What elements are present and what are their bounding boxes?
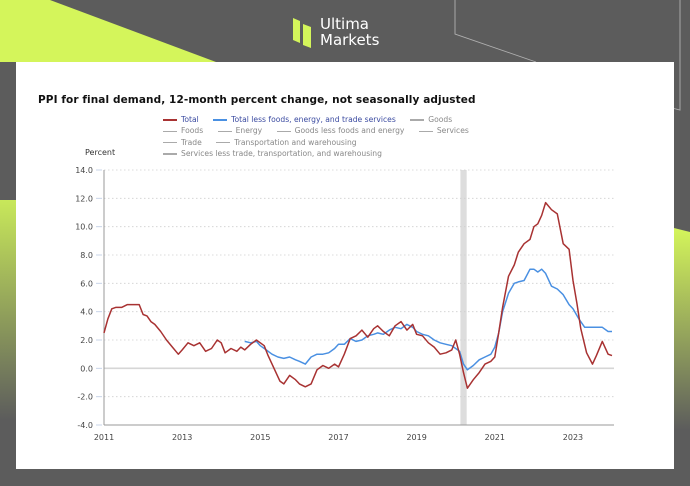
legend-item-services-less[interactable]: Services less trade, transportation, and…: [163, 148, 382, 159]
legend-swatch: [418, 130, 433, 133]
series-line-total: [103, 201, 613, 389]
brand-name-line1: Ultima: [320, 15, 369, 33]
y-tick-label: -2.0: [77, 393, 93, 402]
legend-item-goods[interactable]: Goods: [410, 114, 452, 125]
legend-swatch: [216, 141, 231, 144]
y-tick-label: 6.0: [80, 279, 93, 288]
legend-row: Foods Energy Goods less foods and energy…: [163, 125, 481, 136]
x-tick-label: 2017: [328, 433, 348, 442]
chart-card: [16, 62, 674, 469]
outline-frame-line-right: [671, 0, 681, 111]
x-tick-label: 2023: [563, 433, 583, 442]
recession-band: [460, 170, 467, 425]
legend-swatch: [163, 141, 177, 144]
legend-item-foods[interactable]: Foods: [163, 125, 203, 136]
accent-wedge-right: [674, 228, 690, 430]
brand-logo: Ultima Markets: [292, 14, 379, 50]
legend-item-total[interactable]: Total: [163, 114, 199, 125]
y-tick-label: 2.0: [80, 336, 93, 345]
legend-item-trade[interactable]: Trade: [163, 137, 202, 148]
legend-swatch: [163, 119, 177, 121]
legend-item-goods-less[interactable]: Goods less foods and energy: [276, 125, 404, 136]
y-tick-label: 0.0: [80, 364, 93, 373]
y-axis-label: Percent: [85, 148, 116, 157]
legend-row: Services less trade, transportation, and…: [163, 148, 481, 159]
legend-row: Trade Transportation and warehousing: [163, 137, 481, 148]
accent-triangle-top-left: [0, 0, 216, 62]
x-tick-label: 2013: [172, 433, 192, 442]
y-tick-label: 10.0: [75, 223, 93, 232]
x-tick-label: 2015: [250, 433, 270, 442]
legend-swatch: [213, 119, 228, 121]
legend-swatch: [163, 130, 177, 133]
accent-wedge-left: [0, 200, 16, 420]
legend-swatch: [217, 130, 232, 133]
legend-item-transportation[interactable]: Transportation and warehousing: [216, 137, 357, 148]
legend-item-energy[interactable]: Energy: [217, 125, 262, 136]
y-tick-label: -4.0: [77, 421, 93, 430]
y-tick-label: 14.0: [75, 166, 93, 175]
legend-item-services[interactable]: Services: [418, 125, 469, 136]
chart-title: PPI for final demand, 12-month percent c…: [38, 94, 476, 106]
brand-name-line2: Markets: [320, 31, 380, 49]
outline-frame-line: [454, 0, 537, 63]
y-tick-label: 4.0: [80, 308, 93, 317]
y-tick-label: 8.0: [80, 251, 93, 260]
series-line-core: [244, 268, 612, 371]
legend-swatch: [276, 130, 291, 133]
x-tick-label: 2011: [94, 433, 114, 442]
x-tick-label: 2019: [406, 433, 426, 442]
legend-row: Total Total less foods, energy, and trad…: [163, 114, 481, 125]
x-tick-label: 2021: [485, 433, 505, 442]
ultima-logo-icon: [293, 18, 311, 48]
legend-swatch: [410, 119, 425, 121]
legend-swatch: [163, 153, 177, 155]
y-tick-label: 12.0: [75, 194, 93, 203]
legend-item-core[interactable]: Total less foods, energy, and trade serv…: [213, 114, 396, 125]
chart-legend: Total Total less foods, energy, and trad…: [163, 114, 481, 159]
